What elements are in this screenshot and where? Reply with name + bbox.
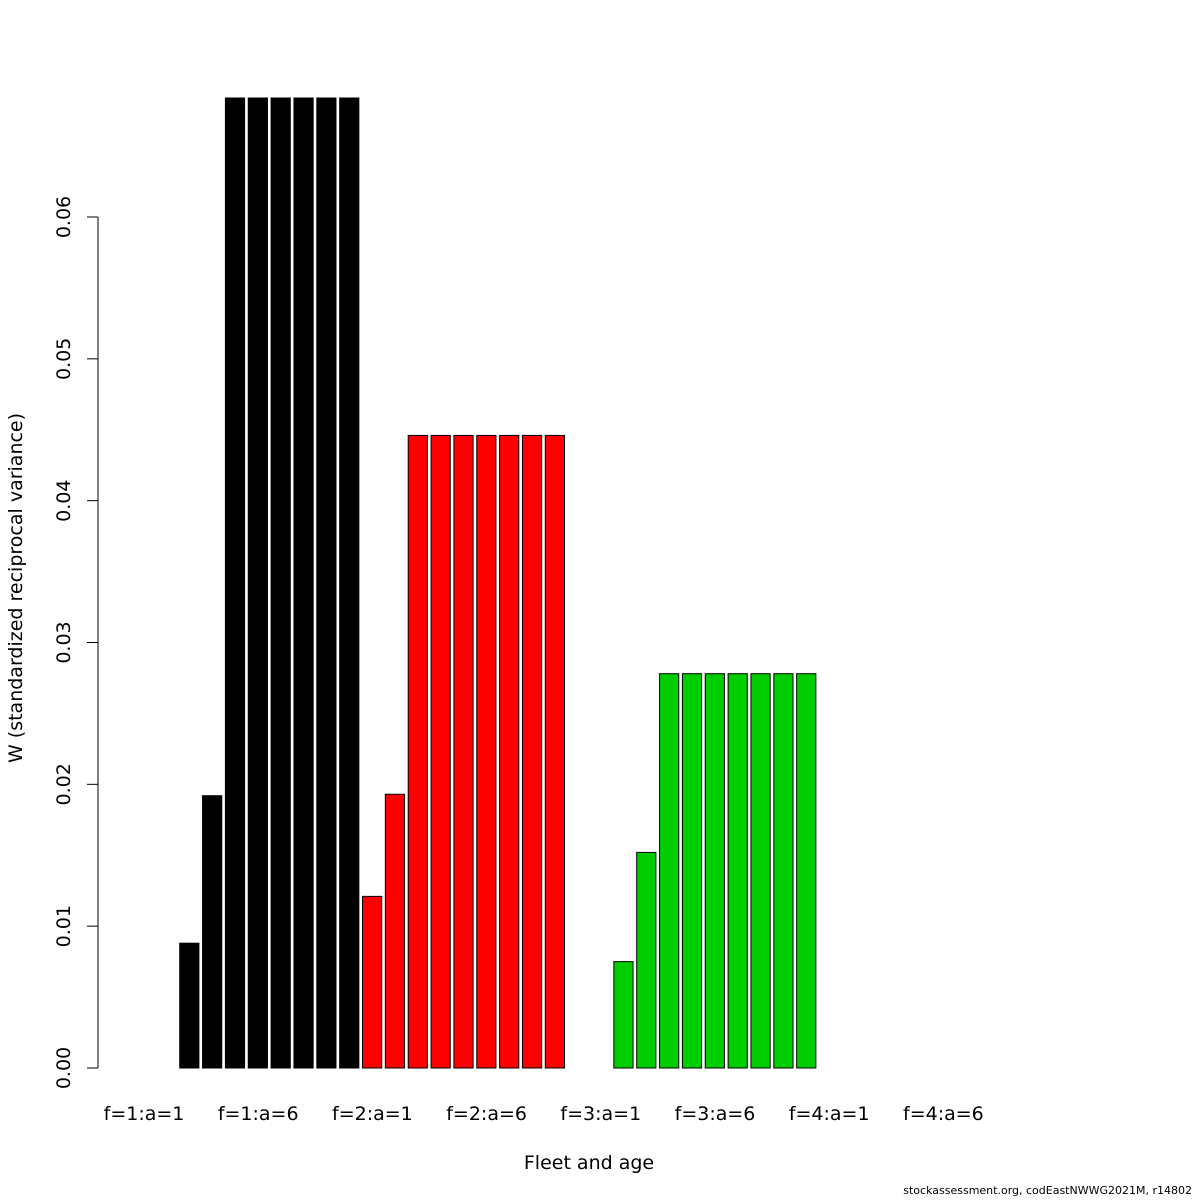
bar-f2-a7: [499, 434, 520, 1069]
x-axis-title: Fleet and age: [524, 1152, 654, 1174]
bar-f2-a6: [476, 434, 497, 1069]
bar-f3-a10: [796, 673, 817, 1069]
bar-f2-a9: [544, 434, 565, 1069]
y-tick-label: 0.02: [53, 763, 75, 805]
x-tick-label: f=4:a=1: [789, 1103, 870, 1125]
footer-credit: stockassessment.org, codEastNWWG2021M, r…: [903, 1184, 1192, 1197]
bar-f1-a10: [339, 97, 360, 1069]
bar-f1-a9: [316, 97, 337, 1069]
x-tick-label: f=2:a=1: [332, 1103, 413, 1125]
bar-f2-a5: [453, 434, 474, 1069]
x-tick-label: f=2:a=6: [446, 1103, 527, 1125]
y-axis: 0.00 0.01 0.02 0.03 0.04 0.05 0.06: [53, 196, 99, 1089]
bar-f2-a8: [521, 434, 543, 1069]
bar-f2-a2: [384, 793, 406, 1069]
bar-f3-a7: [727, 673, 748, 1069]
bar-f1-a3: [179, 942, 200, 1069]
y-axis-title: W (standardized reciprocal variance): [5, 413, 27, 763]
bar-f2-a4: [430, 434, 451, 1069]
bar-f3-a8: [750, 673, 771, 1069]
x-tick-label: f=4:a=6: [903, 1103, 984, 1125]
x-axis-labels: f=1:a=1 f=1:a=6 f=2:a=1 f=2:a=6 f=3:a=1 f=3:a…: [104, 1103, 984, 1125]
bar-f3-a9: [773, 673, 794, 1069]
bar-f3-a4: [659, 673, 680, 1069]
bar-f1-a8: [293, 97, 314, 1069]
bar-f1-a7: [270, 97, 291, 1069]
y-tick-label: 0.05: [53, 338, 75, 380]
bar-f3-a2: [613, 961, 634, 1069]
bar-f3-a6: [704, 673, 725, 1069]
bar-f3-a5: [681, 673, 703, 1069]
bar-f2-a3: [407, 434, 428, 1069]
y-tick-label: 0.03: [53, 621, 75, 663]
bar-f1-a5: [224, 97, 246, 1069]
x-tick-label: f=1:a=6: [218, 1103, 299, 1125]
x-tick-label: f=3:a=1: [560, 1103, 641, 1125]
bar-f1-a4: [202, 795, 223, 1069]
y-tick-label: 0.01: [53, 905, 75, 947]
bar-f1-a6: [247, 97, 268, 1069]
bar-f3-a3: [636, 851, 657, 1069]
y-tick-label: 0.06: [53, 196, 75, 238]
bars: [179, 97, 817, 1069]
bar-f2-a1: [362, 895, 383, 1069]
x-tick-label: f=1:a=1: [104, 1103, 185, 1125]
x-tick-label: f=3:a=6: [675, 1103, 756, 1125]
y-tick-label: 0.04: [53, 480, 75, 522]
y-tick-label: 0.00: [53, 1047, 75, 1089]
